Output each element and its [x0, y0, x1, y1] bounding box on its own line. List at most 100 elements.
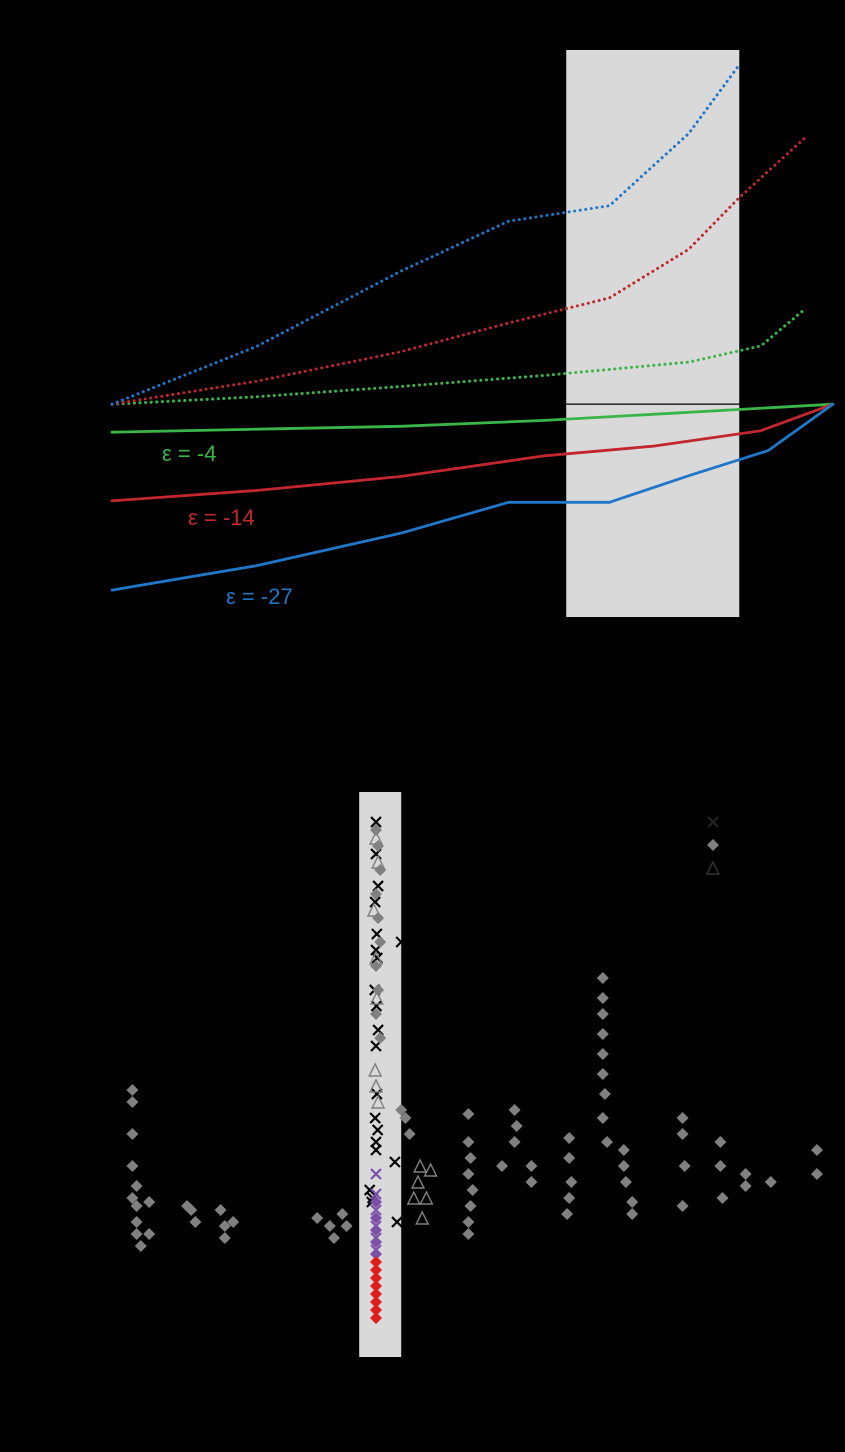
scatter-point-triangle	[370, 854, 386, 869]
scatter-point-diamond	[510, 1120, 523, 1132]
scatter-point-diamond	[370, 1224, 382, 1236]
scatter-point-diamond	[464, 1200, 477, 1212]
scatter-point-diamond	[596, 1048, 609, 1060]
scatter-point-cross	[395, 936, 407, 948]
scatter-point-diamond	[214, 1204, 227, 1216]
scatter-point-cross	[370, 1188, 382, 1200]
scatter-point-diamond	[130, 1216, 143, 1228]
scatter-point-diamond	[374, 936, 387, 948]
series-line-dotted-3	[110, 308, 806, 406]
scatter-point-diamond	[462, 1216, 475, 1228]
scatter-point-diamond	[218, 1220, 231, 1232]
scatter-point-diamond	[596, 1028, 609, 1040]
scatter-point-triangle	[368, 950, 384, 965]
scatter-point-diamond	[811, 1168, 823, 1180]
scatter-point-diamond	[626, 1208, 639, 1220]
scatter-point-triangle	[366, 902, 382, 917]
scatter-point-triangle	[368, 1062, 383, 1077]
series-label-0: ε = -4	[162, 441, 216, 466]
bottom-scatter-chart	[126, 792, 823, 1357]
scatter-point-diamond	[227, 1216, 240, 1228]
scatter-point-diamond	[130, 1180, 143, 1192]
scatter-series-2	[366, 830, 438, 1225]
scatter-point-diamond	[370, 1236, 382, 1248]
scatter-point-diamond	[508, 1104, 521, 1116]
scatter-point-diamond	[370, 1296, 382, 1308]
scatter-point-diamond	[340, 1220, 353, 1232]
scatter-point-diamond	[676, 1112, 689, 1124]
scatter-point-diamond	[126, 1084, 139, 1096]
legend-marker-cross	[707, 816, 719, 828]
scatter-point-diamond	[143, 1196, 156, 1208]
scatter-point-diamond	[563, 1192, 576, 1204]
scatter-point-diamond	[619, 1176, 632, 1188]
scatter-point-cross	[370, 1136, 382, 1148]
scatter-point-triangle	[410, 1174, 426, 1189]
scatter-point-diamond	[601, 1136, 613, 1148]
scatter-point-diamond	[626, 1196, 639, 1208]
scatter-point-diamond	[370, 1288, 382, 1300]
scatter-point-diamond	[126, 1192, 139, 1204]
scatter-point-diamond	[462, 1228, 475, 1240]
scatter-point-triangle	[406, 1190, 421, 1205]
scatter-point-diamond	[739, 1168, 752, 1180]
scatter-point-diamond	[328, 1232, 340, 1244]
scatter-point-diamond	[739, 1180, 752, 1192]
scatter-point-diamond	[370, 1264, 382, 1276]
scatter-point-diamond	[370, 1196, 382, 1208]
scatter-point-diamond	[676, 1200, 689, 1212]
scatter-point-diamond	[565, 1176, 578, 1188]
legend-marker-diamond	[707, 839, 719, 851]
scatter-point-diamond	[370, 1256, 382, 1268]
scatter-point-diamond	[466, 1184, 479, 1196]
scatter-point-diamond	[811, 1144, 823, 1156]
scatter-point-cross	[389, 1156, 401, 1168]
scatter-point-diamond	[323, 1220, 336, 1232]
scatter-point-diamond	[189, 1216, 202, 1228]
scatter-point-diamond	[130, 1228, 143, 1240]
scatter-point-diamond	[561, 1208, 574, 1220]
scatter-point-diamond	[374, 1032, 387, 1044]
scatter-point-diamond	[714, 1160, 727, 1172]
scatter-point-triangle	[419, 1190, 434, 1205]
scatter-point-cross	[370, 1168, 382, 1180]
series-line-dotted-5	[110, 63, 741, 406]
scatter-point-triangle	[412, 1158, 428, 1173]
scatter-point-diamond	[126, 1096, 139, 1108]
scatter-point-triangle	[423, 1162, 438, 1177]
legend-marker-triangle	[705, 860, 721, 875]
scatter-point-diamond	[764, 1176, 777, 1188]
series-label-1: ε = -14	[188, 505, 255, 530]
top-line-chart: ε = -4 ε = -14 ε = -27	[110, 50, 835, 617]
scatter-point-triangle	[368, 830, 384, 845]
scatter-point-diamond	[462, 1136, 475, 1148]
scatter-point-diamond	[311, 1212, 324, 1224]
scatter-point-cross	[370, 1000, 383, 1012]
legend	[705, 816, 721, 875]
scatter-point-triangle	[369, 990, 384, 1005]
scatter-point-cross	[370, 1204, 382, 1216]
scatter-point-diamond	[218, 1232, 231, 1244]
series-line-dotted-4	[110, 137, 806, 406]
scatter-point-diamond	[678, 1160, 691, 1172]
scatter-point-diamond	[372, 912, 385, 924]
scatter-point-diamond	[370, 1280, 382, 1292]
scatter-point-cross	[391, 1216, 403, 1228]
scatter-point-diamond	[598, 1088, 611, 1100]
scatter-point-diamond	[563, 1132, 576, 1144]
scatter-point-diamond	[370, 1212, 382, 1224]
series-line-solid-1	[110, 402, 835, 503]
scatter-point-diamond	[143, 1228, 156, 1240]
scatter-point-cross	[370, 816, 382, 828]
series-line-solid-2	[110, 402, 835, 592]
scatter-point-diamond	[395, 1104, 408, 1116]
scatter-point-diamond	[370, 1272, 382, 1284]
scatter-point-diamond	[525, 1176, 538, 1188]
scatter-point-diamond	[462, 1108, 475, 1120]
scatter-point-cross	[371, 1088, 383, 1100]
scatter-point-diamond	[403, 1128, 416, 1140]
scatter-point-diamond	[336, 1208, 349, 1220]
scatter-point-cross	[369, 896, 381, 908]
scatter-point-diamond	[617, 1144, 630, 1156]
